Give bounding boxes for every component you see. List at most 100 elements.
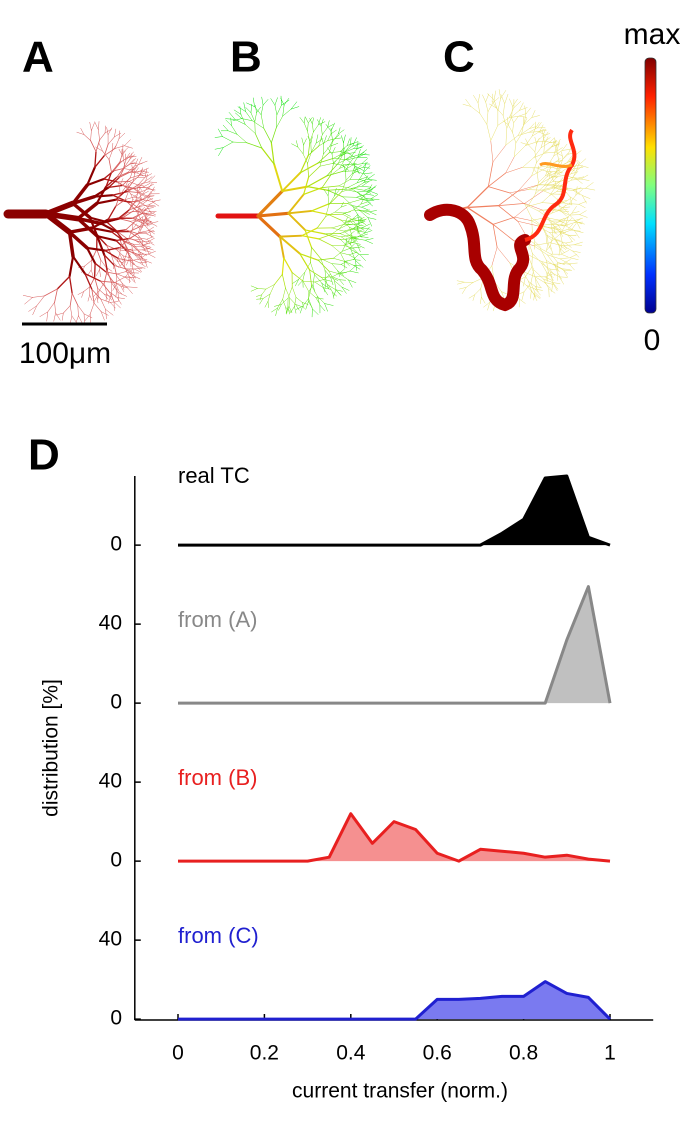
branch bbox=[339, 148, 344, 157]
branch bbox=[518, 113, 527, 117]
branch bbox=[549, 175, 556, 179]
branch bbox=[135, 194, 143, 201]
branch bbox=[96, 235, 118, 242]
branch bbox=[125, 180, 129, 188]
branch bbox=[360, 198, 372, 200]
branch bbox=[352, 170, 360, 174]
branch bbox=[126, 180, 134, 191]
branch bbox=[112, 144, 117, 151]
branch bbox=[225, 118, 236, 120]
branch bbox=[135, 207, 142, 212]
branch bbox=[323, 135, 327, 145]
branch bbox=[552, 140, 558, 152]
branch bbox=[550, 223, 554, 237]
branch bbox=[340, 264, 348, 269]
branch bbox=[132, 275, 141, 280]
branch bbox=[254, 112, 257, 123]
branch bbox=[571, 211, 580, 214]
branch bbox=[138, 257, 148, 261]
branch bbox=[145, 233, 154, 238]
branch bbox=[130, 164, 139, 172]
branch bbox=[147, 203, 151, 209]
branch bbox=[339, 160, 345, 169]
branch bbox=[536, 140, 546, 143]
branch bbox=[128, 249, 136, 256]
branch bbox=[295, 297, 303, 303]
branch bbox=[330, 277, 334, 286]
branch bbox=[358, 193, 364, 201]
branch bbox=[76, 216, 103, 226]
branch bbox=[54, 288, 58, 303]
branch bbox=[86, 177, 105, 187]
branch bbox=[498, 205, 519, 222]
branch bbox=[557, 209, 570, 216]
branch bbox=[148, 181, 158, 183]
branch bbox=[520, 142, 529, 146]
branch bbox=[302, 280, 316, 283]
branch bbox=[343, 152, 346, 161]
branch bbox=[462, 104, 472, 107]
branch bbox=[574, 217, 583, 221]
branch bbox=[256, 298, 264, 300]
branch bbox=[512, 132, 517, 144]
branch bbox=[98, 282, 105, 292]
branch bbox=[295, 304, 303, 308]
branch bbox=[130, 193, 134, 201]
branch bbox=[131, 213, 142, 219]
branch bbox=[352, 163, 362, 166]
branch bbox=[496, 107, 504, 116]
branch bbox=[482, 94, 486, 103]
branch bbox=[368, 211, 377, 216]
branch bbox=[534, 241, 542, 248]
branch bbox=[335, 289, 343, 292]
branch bbox=[303, 138, 307, 146]
branch bbox=[234, 119, 246, 125]
branch bbox=[548, 217, 555, 227]
branch bbox=[572, 250, 581, 253]
area-fill bbox=[178, 981, 610, 1020]
branch bbox=[317, 257, 334, 261]
branch bbox=[321, 277, 329, 286]
branch bbox=[277, 299, 283, 309]
branch bbox=[119, 247, 133, 251]
branch bbox=[106, 127, 109, 136]
branch bbox=[312, 123, 314, 133]
series-line bbox=[178, 980, 612, 1021]
branch bbox=[250, 112, 256, 123]
branch bbox=[67, 230, 75, 259]
branch bbox=[267, 293, 271, 302]
branch bbox=[98, 143, 103, 152]
branch bbox=[128, 232, 139, 240]
branch bbox=[86, 166, 96, 187]
branch bbox=[545, 245, 551, 252]
branch bbox=[32, 295, 45, 298]
branch bbox=[307, 141, 311, 156]
branch bbox=[55, 312, 64, 316]
branch bbox=[522, 157, 535, 168]
branch bbox=[97, 288, 105, 295]
branch bbox=[145, 173, 149, 182]
series-line bbox=[178, 585, 612, 705]
branch bbox=[131, 259, 134, 269]
branch bbox=[341, 243, 347, 252]
series-label: from (A) bbox=[178, 607, 257, 632]
branch bbox=[303, 122, 308, 132]
branch bbox=[357, 226, 359, 235]
branch bbox=[541, 195, 550, 203]
branch bbox=[529, 123, 535, 129]
branch bbox=[512, 98, 518, 107]
branch bbox=[352, 143, 362, 147]
branch bbox=[345, 164, 349, 172]
branch bbox=[126, 155, 134, 159]
branch bbox=[225, 119, 232, 126]
branch bbox=[340, 260, 348, 265]
branch bbox=[522, 271, 529, 282]
branch bbox=[332, 163, 343, 166]
branch bbox=[146, 236, 154, 240]
branch bbox=[116, 273, 126, 278]
branch bbox=[343, 212, 351, 217]
branch bbox=[128, 177, 138, 182]
branch bbox=[133, 174, 141, 182]
branch bbox=[489, 103, 497, 109]
branch bbox=[563, 212, 573, 221]
